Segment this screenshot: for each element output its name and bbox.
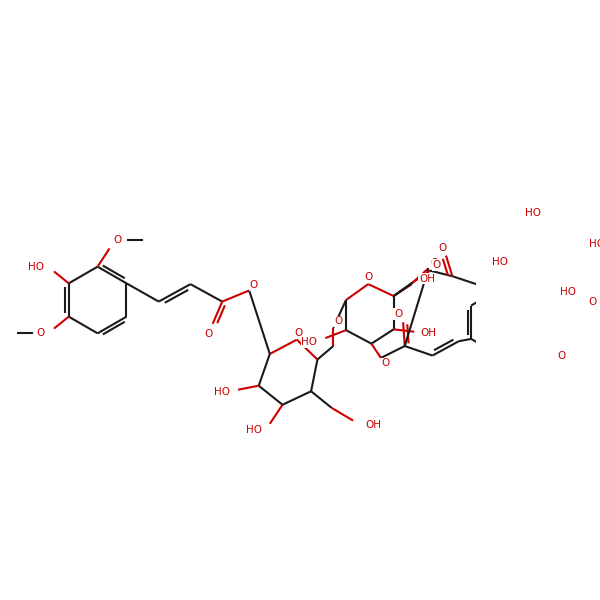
Text: O: O bbox=[294, 328, 302, 338]
Text: O: O bbox=[334, 316, 342, 326]
Text: HO: HO bbox=[301, 337, 317, 347]
Text: OH: OH bbox=[419, 274, 435, 284]
Text: HO: HO bbox=[525, 208, 541, 218]
Text: O: O bbox=[394, 309, 403, 319]
Text: O: O bbox=[430, 258, 438, 268]
Text: O: O bbox=[589, 296, 597, 307]
Text: HO: HO bbox=[246, 425, 262, 435]
Text: HO: HO bbox=[560, 287, 576, 297]
Text: O: O bbox=[433, 260, 440, 270]
Text: OH: OH bbox=[365, 421, 381, 430]
Text: O: O bbox=[36, 328, 44, 338]
Text: HO: HO bbox=[589, 239, 600, 248]
Text: HO: HO bbox=[214, 387, 230, 397]
Text: O: O bbox=[113, 235, 122, 245]
Text: O: O bbox=[438, 242, 446, 253]
Text: HO: HO bbox=[492, 257, 508, 267]
Text: O: O bbox=[382, 358, 390, 368]
Text: O: O bbox=[557, 350, 565, 361]
Text: O: O bbox=[205, 329, 213, 339]
Text: O: O bbox=[364, 272, 373, 282]
Text: O: O bbox=[250, 280, 258, 290]
Text: OH: OH bbox=[421, 328, 437, 338]
Text: HO: HO bbox=[28, 262, 44, 272]
